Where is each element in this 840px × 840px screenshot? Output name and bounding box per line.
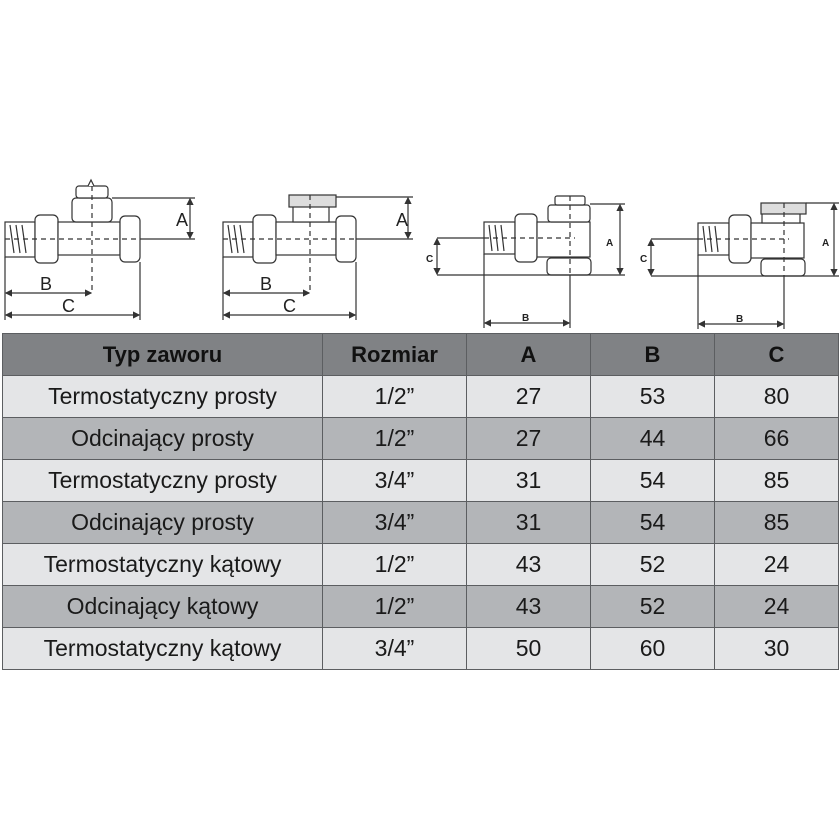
cell-size: 1/2” [322, 417, 467, 460]
dim-label-c: C [62, 296, 75, 316]
cell-dim-a: 31 [466, 459, 591, 502]
dim-label-a: A [176, 210, 188, 230]
cell-dim-a: 27 [466, 375, 591, 418]
cell-valve-type: Termostatyczny kątowy [2, 627, 323, 670]
dim-label-c: C [283, 296, 296, 316]
dim-label-b: B [40, 274, 52, 294]
header-a: A [466, 333, 591, 376]
cell-dim-c: 66 [714, 417, 839, 460]
dim-label-b: B [522, 313, 529, 324]
cell-dim-a: 43 [466, 585, 591, 628]
cell-valve-type: Odcinający kątowy [2, 585, 323, 628]
cell-size: 3/4” [322, 627, 467, 670]
cell-dim-c: 24 [714, 543, 839, 586]
table-row: Termostatyczny kątowy 3/4” 50 60 30 [2, 627, 839, 670]
dim-label-c: C [426, 254, 433, 265]
angle-thermostatic-valve-drawing [433, 195, 625, 328]
cell-valve-type: Odcinający prosty [2, 501, 323, 544]
cell-valve-type: Odcinający prosty [2, 417, 323, 460]
cell-size: 1/2” [322, 585, 467, 628]
cell-dim-b: 54 [590, 459, 715, 502]
cell-dim-c: 80 [714, 375, 839, 418]
straight-shutoff-valve-drawing [222, 194, 413, 320]
cell-dim-c: 30 [714, 627, 839, 670]
cell-dim-a: 27 [466, 417, 591, 460]
cell-dim-a: 31 [466, 501, 591, 544]
dim-label-a: A [822, 238, 829, 249]
table-header-row: Typ zaworu Rozmiar A B C [2, 333, 839, 376]
cell-valve-type: Termostatyczny kątowy [2, 543, 323, 586]
cell-dim-c: 85 [714, 459, 839, 502]
cell-dim-b: 44 [590, 417, 715, 460]
cell-dim-a: 43 [466, 543, 591, 586]
cell-dim-c: 24 [714, 585, 839, 628]
table-row: Termostatyczny prosty 1/2” 27 53 80 [2, 375, 839, 418]
header-size: Rozmiar [322, 333, 467, 376]
cell-dim-c: 85 [714, 501, 839, 544]
cell-valve-type: Termostatyczny prosty [2, 375, 323, 418]
cell-dim-b: 52 [590, 543, 715, 586]
valve-dimensions-table: Typ zaworu Rozmiar A B C Termostatyczny … [2, 333, 839, 670]
table-row: Termostatyczny kątowy 1/2” 43 52 24 [2, 543, 839, 586]
dim-label-a: A [606, 238, 613, 249]
table-row: Termostatyczny prosty 3/4” 31 54 85 [2, 459, 839, 502]
cell-dim-b: 53 [590, 375, 715, 418]
table-row: Odcinający prosty 1/2” 27 44 66 [2, 417, 839, 460]
cell-dim-b: 60 [590, 627, 715, 670]
cell-dim-b: 52 [590, 585, 715, 628]
straight-thermostatic-valve-drawing [4, 178, 195, 320]
header-c: C [714, 333, 839, 376]
header-b: B [590, 333, 715, 376]
valve-dimension-diagrams: A B C A B C A B C A B C [4, 178, 839, 329]
table-row: Odcinający prosty 3/4” 31 54 85 [2, 501, 839, 544]
cell-size: 3/4” [322, 459, 467, 502]
dim-label-a: A [396, 210, 408, 230]
header-valve-type: Typ zaworu [2, 333, 323, 376]
table-row: Odcinający kątowy 1/2” 43 52 24 [2, 585, 839, 628]
dim-label-c: C [640, 254, 647, 265]
cell-size: 1/2” [322, 543, 467, 586]
dim-label-b: B [736, 314, 743, 325]
cell-dim-a: 50 [466, 627, 591, 670]
dim-label-b: B [260, 274, 272, 294]
cell-size: 3/4” [322, 501, 467, 544]
cell-dim-b: 54 [590, 501, 715, 544]
angle-shutoff-valve-drawing [647, 202, 839, 329]
cell-valve-type: Termostatyczny prosty [2, 459, 323, 502]
cell-size: 1/2” [322, 375, 467, 418]
